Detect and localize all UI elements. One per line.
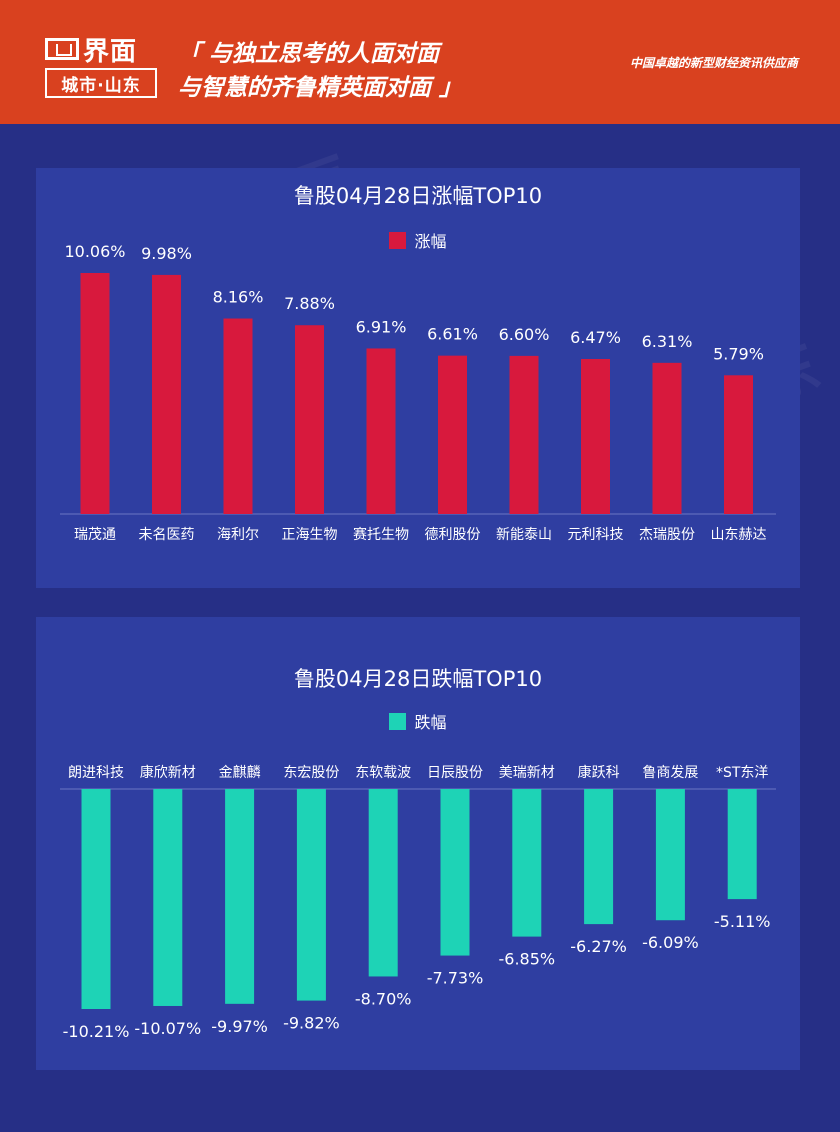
data-label: 10.06%: [64, 242, 125, 261]
category-label: 杰瑞股份: [639, 527, 695, 543]
legend-swatch-loss: [389, 712, 407, 730]
bar: [438, 355, 467, 514]
tagline: 中国卓越的新型财经资讯供应商: [629, 56, 798, 70]
data-label: 6.61%: [427, 325, 478, 344]
bar: [652, 362, 682, 514]
data-label: -9.82%: [283, 1014, 340, 1033]
category-label: 金麒麟: [219, 765, 261, 781]
category-label: 海利尔: [217, 527, 259, 543]
legend-label-loss: 跌幅: [414, 713, 447, 732]
category-label: 日辰股份: [427, 765, 483, 781]
bar: [295, 325, 324, 514]
category-label: 元利科技: [568, 527, 624, 543]
data-label: 5.79%: [713, 344, 764, 363]
data-label: 6.31%: [642, 332, 693, 351]
legend-swatch-gain: [389, 231, 407, 249]
bar: [153, 789, 183, 1006]
category-label: 康欣新材: [140, 764, 196, 781]
bar: [440, 789, 470, 956]
data-label: -10.07%: [134, 1019, 201, 1038]
data-label: -5.11%: [714, 912, 771, 931]
logo-sub-text: 城市·山东: [45, 68, 157, 98]
bar: [152, 274, 181, 514]
data-label: 6.47%: [570, 328, 621, 347]
category-label: 新能泰山: [496, 527, 552, 543]
data-label: -6.85%: [498, 950, 555, 969]
gainers-legend: 涨幅: [36, 228, 800, 252]
category-label: 赛托生物: [353, 527, 409, 543]
bar: [584, 789, 614, 925]
data-label: -9.97%: [211, 1017, 268, 1036]
data-label: -10.21%: [63, 1022, 130, 1041]
data-label: 6.60%: [499, 325, 550, 344]
logo-wordmark: 界面: [45, 32, 157, 67]
logo-icon: [45, 38, 79, 60]
losers-legend: 跌幅: [36, 709, 800, 733]
losers-chart-panel: 鲁股04月28日跌幅TOP10 跌幅 -10.21% 朗进科技 -10.07% 康欣新…: [36, 617, 800, 1070]
category-label: 正海生物: [282, 527, 338, 543]
bar: [81, 789, 111, 1009]
bar: [581, 359, 610, 514]
bar: [512, 789, 542, 937]
slogan-line-2: 与智慧的齐鲁精英面对面 」: [178, 75, 463, 101]
bar: [655, 789, 685, 921]
category-label: 朗进科技: [68, 765, 124, 781]
category-label: 东宏股份: [283, 765, 339, 781]
bar: [366, 348, 396, 514]
gainers-bar-chart: 10.06% 瑞茂通 9.98% 未名医药 8.16% 海利尔 7.88% 正海生物 6.91%…: [60, 242, 776, 543]
bar: [225, 789, 255, 1004]
data-label: 6.91%: [356, 317, 407, 336]
header-banner: 界面 城市·山东 「 与独立思考的人面对面 与智慧的齐鲁精英面对面 」 中国卓越…: [0, 0, 840, 124]
brand-logo[interactable]: 界面 城市·山东: [45, 32, 157, 98]
bar: [509, 355, 539, 514]
category-label: 德利股份: [425, 527, 481, 543]
bar: [724, 375, 753, 514]
category-label: *ST东洋: [716, 765, 768, 781]
gainers-chart-panel: 鲁股04月28日涨幅TOP10 涨幅 10.06% 瑞茂通 9.98% 未名医药 8.1…: [36, 168, 800, 588]
losers-chart-title: 鲁股04月28日跌幅TOP10: [293, 667, 543, 691]
bar: [368, 789, 398, 977]
category-label: 山东赫达: [711, 527, 767, 543]
data-label: -6.09%: [642, 933, 699, 952]
legend-label-gain: 涨幅: [414, 232, 447, 251]
data-label: 8.16%: [213, 288, 264, 307]
category-label: 美瑞新材: [499, 765, 555, 781]
bar: [223, 318, 253, 514]
data-label: -6.27%: [570, 937, 627, 956]
category-label: 瑞茂通: [74, 526, 116, 543]
category-label: 东软载波: [355, 765, 411, 781]
gainers-chart-title: 鲁股04月28日涨幅TOP10: [293, 184, 543, 208]
bar: [727, 789, 757, 900]
category-label: 康跃科: [578, 764, 620, 781]
bar: [296, 789, 326, 1001]
category-label: 鲁商发展: [642, 765, 698, 781]
data-label: -8.70%: [355, 989, 412, 1008]
data-label: 9.98%: [141, 244, 192, 263]
data-label: 7.88%: [284, 294, 335, 313]
category-label: 未名医药: [139, 527, 195, 543]
data-label: -7.73%: [427, 969, 484, 988]
slogan-line-1: 「 与独立思考的人面对面: [178, 41, 440, 67]
logo-main-text: 界面: [83, 36, 138, 67]
losers-bar-chart: -10.21% 朗进科技 -10.07% 康欣新材 -9.97% 金麒麟 -9.82% 东宏股…: [60, 764, 776, 1041]
bar: [80, 273, 110, 514]
